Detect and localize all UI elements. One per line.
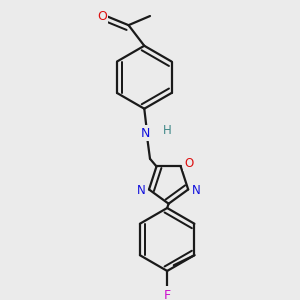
Text: F: F xyxy=(164,289,171,300)
Text: N: N xyxy=(136,184,146,197)
Text: N: N xyxy=(192,184,201,197)
Text: H: H xyxy=(163,124,172,137)
Text: N: N xyxy=(141,127,150,140)
Text: O: O xyxy=(97,10,107,22)
Text: O: O xyxy=(184,157,193,170)
